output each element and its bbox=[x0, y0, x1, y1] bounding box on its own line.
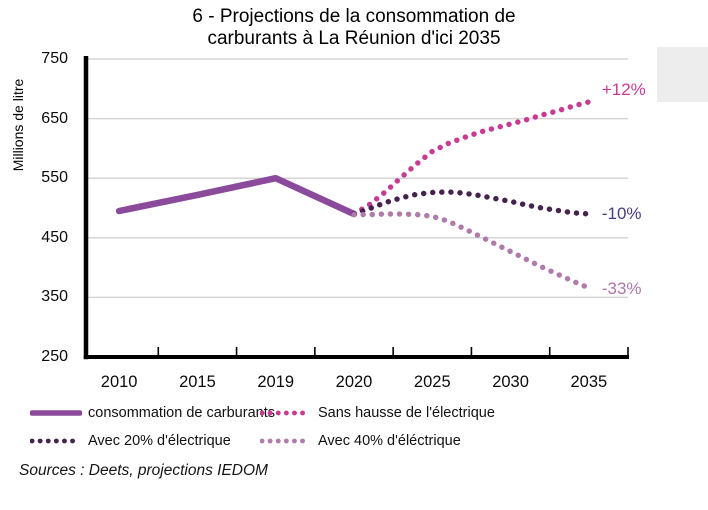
legend-marker-darkpurple-dots bbox=[30, 438, 82, 444]
source-caption: Sources : Deets, projections IEDOM bbox=[19, 462, 268, 479]
legend-marker-solid-line bbox=[30, 410, 82, 416]
y-tick-label-650: 650 bbox=[41, 109, 68, 127]
x-tick-label-2035: 2035 bbox=[570, 373, 608, 391]
series-line-sans_hausse bbox=[351, 99, 592, 217]
legend-marker-pink-dots bbox=[260, 410, 312, 416]
y-tick-label-250: 250 bbox=[41, 348, 68, 365]
legend-label-sans-hausse: Sans hausse de l'électrique bbox=[318, 405, 495, 421]
y-tick-label-550: 550 bbox=[41, 169, 68, 187]
chart-title: 6 - Projections de la consommation de ca… bbox=[14, 6, 694, 50]
legend-item-avec40: Avec 40% d'éléctrique bbox=[260, 433, 461, 449]
legend-label-consommation: consommation de carburants bbox=[88, 405, 275, 421]
legend-label-avec40: Avec 40% d'éléctrique bbox=[318, 433, 461, 449]
legend-marker-mauve-dots bbox=[260, 438, 312, 444]
annotation-avec40: -33% bbox=[601, 278, 642, 298]
annotation-avec20: -10% bbox=[601, 203, 642, 223]
legend-item-avec20: Avec 20% d'électrique bbox=[30, 433, 231, 449]
series-line-avec40 bbox=[351, 211, 592, 291]
x-tick-label-2025: 2025 bbox=[413, 373, 451, 391]
x-tick-label-2019: 2019 bbox=[257, 373, 295, 391]
series-line-avec20 bbox=[351, 189, 592, 217]
legend-item-consommation: consommation de carburants bbox=[30, 405, 275, 421]
background-artifact bbox=[657, 47, 708, 102]
chart-title-line2: carburants à La Réunion d'ici 2035 bbox=[207, 28, 501, 49]
x-tick-label-2030: 2030 bbox=[492, 373, 529, 391]
y-tick-label-350: 350 bbox=[41, 288, 68, 306]
series-line-consommation bbox=[115, 174, 358, 218]
x-tick-label-2015: 2015 bbox=[179, 373, 216, 391]
legend-item-sans-hausse: Sans hausse de l'électrique bbox=[260, 405, 495, 421]
y-tick-label-450: 450 bbox=[41, 228, 68, 246]
chart-title-line1: 6 - Projections de la consommation de bbox=[192, 6, 516, 27]
legend-label-avec20: Avec 20% d'électrique bbox=[88, 433, 231, 449]
x-tick-label-2020: 2020 bbox=[335, 373, 373, 391]
y-tick-label-750: 750 bbox=[41, 50, 68, 67]
annotation-sans_hausse: +12% bbox=[601, 79, 646, 99]
x-tick-label-2010: 2010 bbox=[100, 373, 138, 391]
